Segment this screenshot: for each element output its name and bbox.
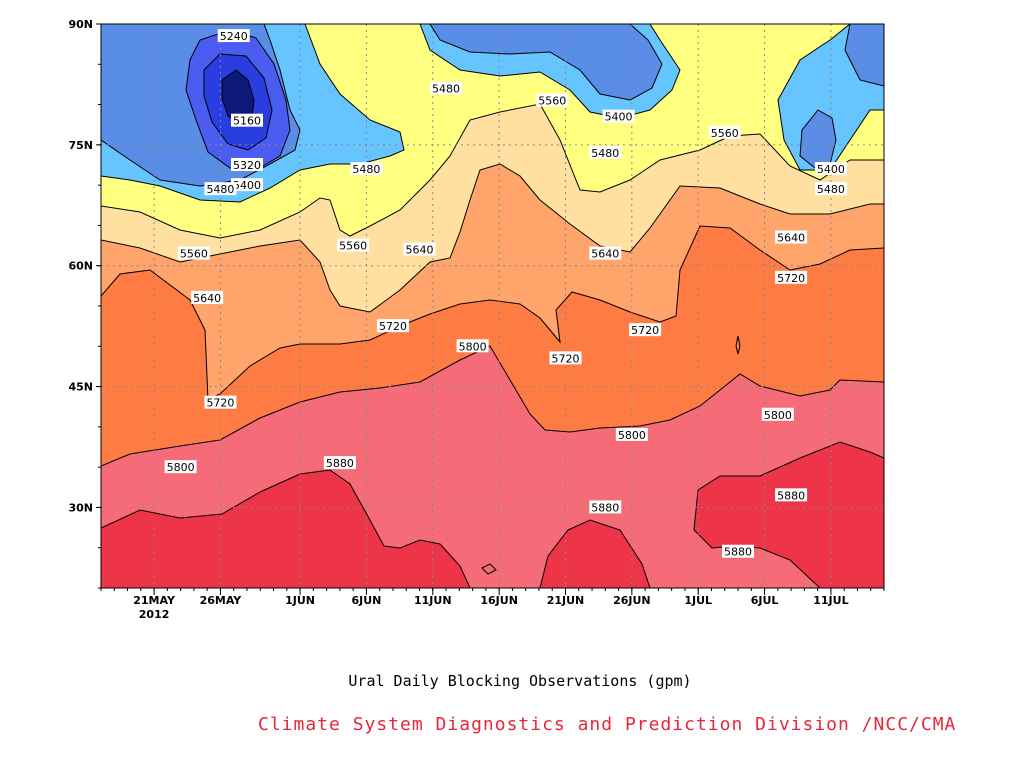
x-axis: 21MAY 26MAY 1JUN 6JUN 11JUN 16JUN 21JUN 26JUN 1J… <box>100 588 885 607</box>
contour-value-label: 5640 <box>193 292 221 305</box>
contour-label-background <box>602 109 635 123</box>
contour-labels: 5240516053205400548055605640572058005480… <box>164 29 847 559</box>
x-tick-label: 26JUN <box>613 594 651 607</box>
contour-label-background <box>191 290 224 304</box>
band-5320-5400-cell <box>800 110 836 168</box>
contour-label-background <box>204 182 237 196</box>
contour-label-background <box>775 270 808 284</box>
chart-title: Ural Daily Blocking Observations (gpm) <box>348 672 692 690</box>
contour-value-label: 5480 <box>432 82 460 95</box>
contour-label-background <box>230 158 263 171</box>
contour-label-background <box>761 407 794 421</box>
contour-value-label: 5480 <box>352 163 380 176</box>
filled-contour-field <box>101 24 884 588</box>
contour-label-background <box>230 113 263 127</box>
contour-value-label: 5560 <box>180 248 208 261</box>
contour-value-label: 5400 <box>605 111 633 124</box>
contour-value-label: 5320 <box>233 159 261 172</box>
contour-value-label: 5720 <box>551 352 579 365</box>
contour-value-label: 5480 <box>206 183 234 196</box>
contour-label-background <box>629 323 662 337</box>
y-tick-label: 45N <box>68 381 93 394</box>
contour-value-label: 5720 <box>379 320 407 333</box>
y-tick-label: 90N <box>68 18 93 31</box>
chart-credit: Climate System Diagnostics and Predictio… <box>258 714 957 735</box>
band-below-5160 <box>222 70 254 124</box>
contour-label-background <box>456 339 489 353</box>
contour-label-background <box>708 125 741 139</box>
contour-value-label: 5480 <box>591 147 619 160</box>
contour-label-background <box>615 427 648 441</box>
contour-label-background <box>350 162 383 176</box>
contour-label-background <box>323 456 356 470</box>
x-tick-label: 1JUL <box>684 594 712 607</box>
contour-label-background <box>337 238 370 252</box>
y-tick-label: 60N <box>68 260 93 273</box>
y-axis: 30N 45N 60N 75N 90N <box>68 18 101 589</box>
contour-value-label: 5400 <box>817 163 845 176</box>
contour-label-background <box>814 182 847 196</box>
x-tick-label: 26MAY <box>200 594 243 607</box>
y-tick-label: 30N <box>68 501 93 514</box>
grid-lines <box>101 24 884 588</box>
contour-value-label: 5880 <box>326 457 354 470</box>
contour-label-background <box>430 81 463 95</box>
contour-label-background <box>775 488 808 502</box>
contour-label-background <box>164 460 197 474</box>
band-5320-5400-east <box>845 24 884 86</box>
x-tick-label: 6JUL <box>751 594 779 607</box>
contour-label-background <box>549 351 582 365</box>
contour-value-label: 5720 <box>777 272 805 285</box>
x-tick-label: 21MAY <box>133 594 176 607</box>
contour-value-label: 5720 <box>631 324 659 337</box>
contour-value-label: 5560 <box>339 240 367 253</box>
contour-value-label: 5240 <box>220 30 248 43</box>
contour-value-label: 5480 <box>817 183 845 196</box>
contour-label-background <box>589 246 622 260</box>
contour-value-label: 5800 <box>167 461 195 474</box>
contour-label-background <box>177 246 210 260</box>
contour-label-background <box>376 319 409 333</box>
x-tick-label: 6JUN <box>351 594 381 607</box>
contour-label-background <box>775 230 808 244</box>
contour-value-label: 5800 <box>459 340 487 353</box>
contour-label-background <box>589 145 622 159</box>
contour-value-label: 5560 <box>538 95 566 108</box>
contour-value-label: 5800 <box>618 429 646 442</box>
contour-label-background <box>230 178 263 192</box>
contour-value-label: 5400 <box>233 179 261 192</box>
contour-label-background <box>204 395 237 409</box>
contour-value-label: 5640 <box>591 248 619 261</box>
x-axis-year-label: 2012 <box>139 608 170 621</box>
x-tick-label: 1JUN <box>285 594 315 607</box>
contour-value-label: 5800 <box>764 409 792 422</box>
y-tick-label: 75N <box>68 139 93 152</box>
contour-value-label: 5720 <box>206 397 234 410</box>
contour-label-background <box>722 544 755 558</box>
contour-value-label: 5880 <box>724 546 752 559</box>
contour-label-background <box>403 242 436 256</box>
contour-label-background <box>217 29 250 43</box>
contour-label-background <box>589 500 622 514</box>
x-tick-label: 11JUL <box>813 594 848 607</box>
x-tick-label: 21JUN <box>547 594 585 607</box>
contour-label-background <box>814 162 847 176</box>
x-tick-label: 11JUN <box>414 594 452 607</box>
contour-value-label: 5880 <box>591 501 619 514</box>
contour-value-label: 5640 <box>406 244 434 257</box>
band-5320-5400-north <box>430 24 662 100</box>
contour-value-label: 5160 <box>233 115 261 128</box>
contour-value-label: 5880 <box>777 489 805 502</box>
contour-value-label: 5560 <box>711 127 739 140</box>
x-tick-label: 16JUN <box>480 594 518 607</box>
contour-label-background <box>536 93 569 107</box>
contour-value-label: 5640 <box>777 232 805 245</box>
